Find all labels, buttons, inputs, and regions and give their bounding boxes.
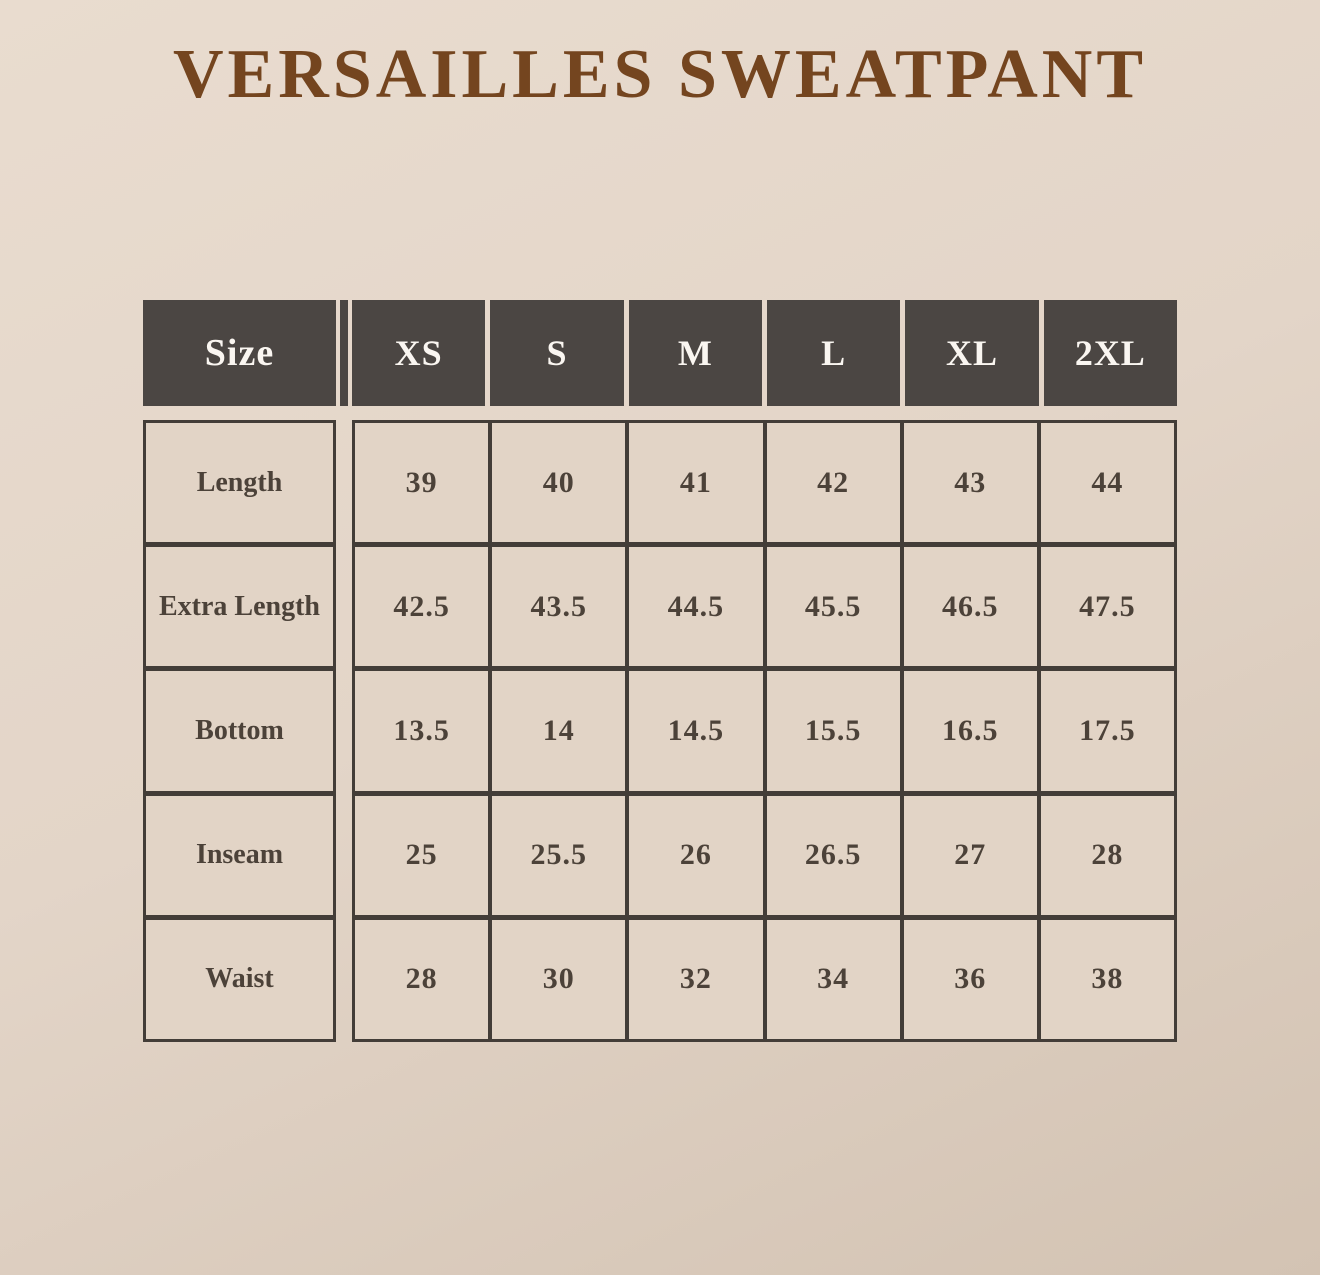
size-value-cell: 40 — [492, 423, 626, 543]
row-label-bottom: Bottom — [146, 671, 333, 791]
size-value-cell: 14 — [492, 671, 626, 791]
column-header-xl: XL — [905, 300, 1039, 406]
size-value-cell: 42.5 — [355, 547, 489, 667]
size-value-cell: 25.5 — [492, 795, 626, 915]
size-value-cell: 39 — [355, 423, 489, 543]
size-value-cell: 17.5 — [1040, 671, 1174, 791]
size-value-cell: 46.5 — [903, 547, 1037, 667]
size-value-cell: 36 — [903, 919, 1037, 1039]
column-header-l: L — [766, 300, 901, 406]
size-value-cell: 44.5 — [629, 547, 763, 667]
size-value-cell: 38 — [1040, 919, 1174, 1039]
size-value-cell: 42 — [766, 423, 900, 543]
column-header-2xl: 2XL — [1043, 300, 1177, 406]
size-chart-table: Size XS S M L XL 2XL Length Extra Length Bottom… — [143, 300, 1177, 1042]
row-label-waist: Waist — [146, 919, 333, 1039]
size-value-cell: 27 — [903, 795, 1037, 915]
size-value-cell: 47.5 — [1040, 547, 1174, 667]
size-value-cell: 25 — [355, 795, 489, 915]
size-value-cell: 28 — [355, 919, 489, 1039]
row-label-extra-length: Extra Length — [146, 547, 333, 667]
size-value-cell: 34 — [766, 919, 900, 1039]
measurement-label-column: Length Extra Length Bottom Inseam Waist — [143, 420, 336, 1042]
row-label-inseam: Inseam — [146, 795, 333, 915]
column-header-xs: XS — [352, 300, 486, 406]
size-value-cell: 26.5 — [766, 795, 900, 915]
column-header-s: S — [490, 300, 624, 406]
header-divider-sliver — [340, 300, 348, 406]
row-label-length: Length — [146, 423, 333, 543]
size-value-cell: 13.5 — [355, 671, 489, 791]
size-value-cell: 15.5 — [766, 671, 900, 791]
size-value-cell: 28 — [1040, 795, 1174, 915]
size-value-cell: 45.5 — [766, 547, 900, 667]
size-chart-page: VERSAILLES SWEATPANT Size XS S M L XL 2XL Len… — [0, 36, 1320, 1042]
column-header-size: Size — [143, 300, 336, 406]
measurement-values-grid: 39 40 41 42 43 44 42.5 43.5 44.5 45.5 46.5 47.5 13.5… — [352, 420, 1177, 1042]
column-header-m: M — [628, 300, 762, 406]
size-value-cell: 44 — [1040, 423, 1174, 543]
size-value-cell: 32 — [629, 919, 763, 1039]
page-title: VERSAILLES SWEATPANT — [172, 36, 1148, 113]
size-value-cell: 41 — [629, 423, 763, 543]
table-header-row: Size XS S M L XL 2XL — [143, 300, 1177, 406]
header-column-divider — [336, 300, 352, 406]
size-value-cell: 43 — [903, 423, 1037, 543]
size-value-cell: 43.5 — [492, 547, 626, 667]
size-value-cell: 30 — [492, 919, 626, 1039]
size-value-cell: 14.5 — [629, 671, 763, 791]
size-value-cell: 16.5 — [903, 671, 1037, 791]
size-value-cell: 26 — [629, 795, 763, 915]
table-body: Length Extra Length Bottom Inseam Waist 39 40… — [143, 420, 1177, 1042]
size-column-headers: XS S M L XL 2XL — [352, 300, 1177, 406]
